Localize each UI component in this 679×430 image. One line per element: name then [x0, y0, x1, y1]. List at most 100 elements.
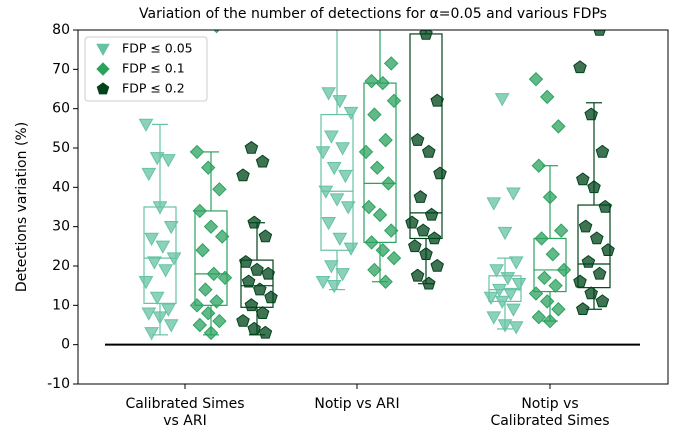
data-point: [410, 132, 425, 146]
data-point: [598, 199, 612, 213]
data-point: [236, 313, 250, 327]
data-point: [203, 325, 219, 341]
data-point: [511, 278, 527, 292]
x-tick-label: Notip vs ARI: [314, 396, 399, 412]
data-point: [343, 242, 359, 256]
data-point: [338, 169, 353, 184]
data-point: [581, 254, 596, 268]
data-point: [324, 130, 339, 144]
data-point: [141, 307, 157, 321]
data-point: [419, 30, 433, 40]
data-point: [255, 154, 270, 168]
data-point: [236, 168, 250, 182]
data-point: [166, 252, 182, 266]
data-point: [138, 118, 154, 132]
data-point: [144, 232, 159, 246]
legend-box: [84, 36, 208, 102]
data-point: [361, 199, 377, 215]
data-point: [542, 189, 558, 205]
y-tick-label: 70: [52, 61, 70, 77]
data-point: [241, 274, 256, 288]
data-point: [587, 180, 601, 194]
data-point: [483, 291, 499, 305]
data-point: [494, 93, 510, 107]
data-point: [250, 262, 264, 276]
data-point: [335, 142, 350, 156]
data-point: [584, 107, 598, 121]
data-point: [494, 295, 510, 309]
data-point: [500, 272, 516, 286]
data-point: [152, 311, 168, 325]
data-point: [576, 172, 590, 186]
legend-label: FDP ≤ 0.2: [122, 81, 185, 96]
data-point: [375, 75, 391, 91]
data-point: [369, 160, 385, 175]
y-tick-label: 50: [52, 140, 70, 156]
data-point: [332, 95, 348, 109]
data-point: [149, 291, 165, 305]
plot-area: [105, 30, 640, 346]
data-point: [144, 327, 159, 341]
data-point: [492, 283, 507, 298]
data-point: [556, 262, 572, 278]
data-point: [214, 229, 230, 244]
y-tick-label: 40: [52, 179, 70, 195]
data-point: [247, 215, 261, 229]
data-point: [422, 144, 436, 158]
data-point: [200, 160, 216, 175]
data-point: [189, 298, 205, 313]
data-point: [430, 93, 444, 107]
data-point: [321, 217, 336, 231]
data-point: [161, 154, 176, 168]
data-point: [573, 274, 587, 288]
data-point: [195, 243, 210, 258]
data-point: [383, 56, 399, 71]
data-point: [548, 278, 563, 293]
data-point: [315, 146, 331, 160]
y-tick-label: 20: [52, 258, 70, 274]
data-point: [203, 219, 219, 234]
data-point: [375, 243, 391, 258]
y-tick-label: -10: [47, 376, 70, 392]
data-point: [427, 231, 442, 245]
y-tick-label: 80: [52, 22, 70, 38]
data-point: [155, 240, 171, 254]
data-point: [198, 282, 213, 297]
data-point: [497, 319, 513, 333]
data-point: [508, 256, 524, 270]
data-point: [405, 215, 419, 229]
plot-frame: [77, 29, 669, 385]
data-point: [497, 226, 513, 241]
data-point: [433, 166, 447, 180]
data-point: [318, 185, 334, 199]
data-point: [386, 250, 402, 266]
data-point: [152, 201, 168, 215]
data-point: [321, 87, 336, 101]
data-point: [364, 235, 379, 250]
data-point: [531, 309, 547, 325]
data-point: [258, 325, 273, 339]
data-point: [595, 294, 610, 308]
data-point: [264, 290, 278, 304]
data-point: [258, 229, 273, 243]
data-point: [332, 232, 348, 246]
data-point: [534, 231, 549, 246]
data-point: [413, 190, 428, 203]
data-point: [340, 201, 356, 215]
data-point: [578, 219, 593, 233]
data-point: [200, 305, 216, 321]
data-point: [217, 270, 233, 286]
data-point: [324, 260, 339, 274]
data-point: [261, 266, 275, 280]
data-point: [506, 187, 521, 201]
x-tick-label: Calibrated Simes vs ARI: [125, 396, 244, 429]
data-point: [576, 302, 590, 315]
data-point: [372, 207, 388, 223]
data-point: [381, 176, 396, 191]
data-point: [508, 321, 524, 335]
data-point: [163, 319, 179, 333]
data-point: [149, 152, 165, 166]
data-point: [192, 203, 208, 219]
data-point: [386, 93, 402, 109]
